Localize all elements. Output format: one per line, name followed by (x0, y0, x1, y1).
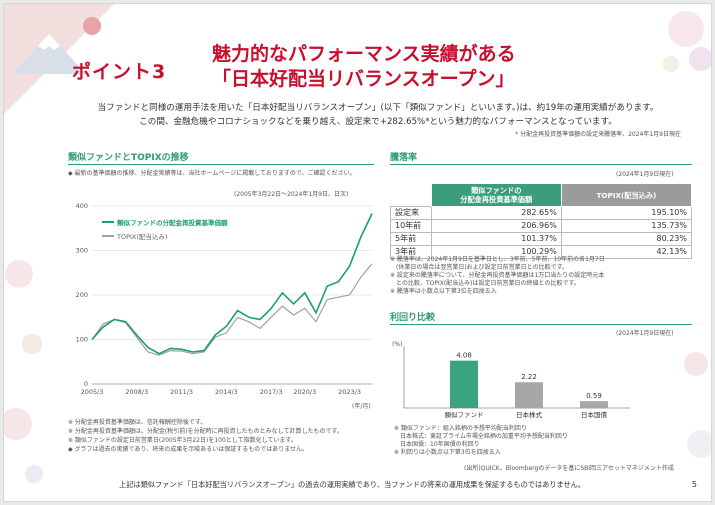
series-fund-line (91, 213, 373, 355)
plum-blossom-decoration-icon (4, 260, 43, 483)
intro-line2: この間、金融危機やコロナショックなどを乗り越え、設定来で+282.65%*という… (139, 117, 617, 127)
chart-section-rule (68, 164, 374, 165)
flower-decoration-icon (663, 11, 711, 72)
bar-value-label: 2.22 (521, 373, 537, 381)
intro-line1: 当ファンドと同様の運用手法を用いた「日本好配当リバランスオープン」(以下「類似フ… (97, 103, 659, 113)
x-tick-label: 2020/3 (293, 388, 316, 396)
bar-1 (515, 382, 543, 408)
chart-desc: ◆ 最新の基準価額の推移、分配金実績等は、当社ホームページに掲載しておりますので… (68, 170, 356, 177)
yield-section-title: 利回り比較 (390, 313, 436, 323)
x-tick-label: 2008/3 (125, 388, 148, 396)
y-tick-label: 200 (76, 291, 88, 299)
fall-table: 類似ファンドの 分配金再投資基準価額 TOPIX(配当込み) 設定来 282.65… (390, 183, 693, 259)
table-row: 設定来 282.65% 195.10% (390, 206, 693, 220)
series-topix-line (91, 263, 373, 356)
fall-section-title: 騰落率 (390, 153, 418, 163)
y-tick-label: 400 (76, 202, 88, 210)
chart-section-title: 類似ファンドとTOPIXの推移 (68, 153, 189, 163)
chart-note-1: ※ 分配金再投資基準価額は、信託報酬控除後です。 (68, 419, 207, 426)
headline: 魅力的なパフォーマンス実績がある 「日本好配当リバランスオープン」 (212, 42, 516, 92)
bar-category-label: 日本国債 (581, 410, 608, 419)
y-tick-label: 100 (76, 336, 88, 344)
x-tick-label: 2014/3 (215, 388, 238, 396)
legend-fund-label: 類似ファンドの分配金再投資基準価額 (116, 218, 228, 227)
x-tick-label: 2017/3 (260, 388, 283, 396)
bar-2 (580, 401, 608, 408)
legend-topix-label: TOPIX(配当込み) (116, 232, 167, 241)
y-tick-label: 300 (76, 247, 88, 255)
line-chart: 0 100 200 300 400 2005/3 2008/3 2011/3 2014/3 20… (76, 202, 373, 410)
point-label: ポイント3 (72, 61, 167, 83)
mount-fuji-decoration-icon (4, 4, 114, 114)
fall-header-blank (391, 184, 432, 207)
table-row: 3年前 100.29% 42.13% (390, 245, 693, 259)
x-tick-label: 2005/3 (81, 388, 104, 396)
chart-legend: 類似ファンドの分配金再投資基準価額 TOPIX(配当込み) (102, 218, 228, 241)
chart-note-3: ※ 類似ファンドの設定日前営業日(2005年3月22日)を100として指数化して… (68, 437, 297, 444)
chart-period: (2005年3月22日～2024年1月9日、日次) (234, 191, 349, 198)
bar-category-label: 類似ファンド (445, 410, 484, 419)
yield-section-rule (390, 324, 692, 325)
table-row: 5年前 101.37% 80.23% (390, 232, 693, 246)
headline-line2: 「日本好配当リバランスオープン」 (212, 68, 515, 90)
intro-text: 当ファンドと同様の運用手法を用いた「日本好配当リバランスオープン」(以下「類似フ… (68, 101, 688, 129)
footer-disclaimer: 上記は類似ファンド「日本好配当リバランスオープン」の過去の運用実績であり、当ファ… (119, 480, 586, 489)
y-tick-label: 0 (84, 380, 88, 388)
intro-note: * 分配金再投資基準価額の設定来騰落率、2024年1月9日現在 (515, 131, 681, 138)
bar-value-label: 0.59 (586, 392, 602, 400)
x-unit-label: (年/月) (352, 402, 371, 410)
bar-chart: (%) 4.08 類似ファンド 2.22 日本株式 0.59 日本国債 (392, 341, 630, 419)
x-tick-label: 2023/3 (338, 388, 361, 396)
yield-date: (2024年1月9日現在) (616, 330, 674, 337)
x-tick-label: 2011/3 (170, 388, 193, 396)
wave-decoration-icon (684, 352, 711, 458)
fall-header-topix: TOPIX(配当込み) (560, 183, 693, 207)
fall-table-header: 類似ファンドの 分配金再投資基準価額 TOPIX(配当込み) (391, 183, 693, 207)
bar-category-label: 日本株式 (516, 410, 543, 419)
page-number: 5 (691, 480, 697, 489)
chart-note-2: ※ 分配金再投資基準価額は、分配金(税引前)を分配時に再投資したものとみなして計… (68, 428, 343, 435)
fall-date: (2024年1月9日現在) (616, 171, 674, 178)
bar-y-unit: (%) (392, 341, 402, 348)
page: ポイント3 魅力的なパフォーマンス実績がある 「日本好配当リバランスオープン」 … (3, 3, 712, 502)
chart-note-4: ◆ グラフは過去の実績であり、将来の成果を示唆あるいは保証するものではありません… (68, 446, 309, 453)
fall-header-fund: 類似ファンドの 分配金再投資基準価額 (430, 183, 562, 207)
bar-value-label: 4.08 (456, 352, 472, 360)
fall-section-rule (390, 164, 692, 165)
source-note: (出所)QUICK、Bloombergのデータを基にSBI岡三アセットマネジメン… (464, 465, 674, 472)
headline-line1: 魅力的なパフォーマンス実績がある (212, 43, 516, 65)
table-row: 10年前 206.96% 135.73% (390, 219, 693, 233)
bar-0 (450, 360, 478, 408)
